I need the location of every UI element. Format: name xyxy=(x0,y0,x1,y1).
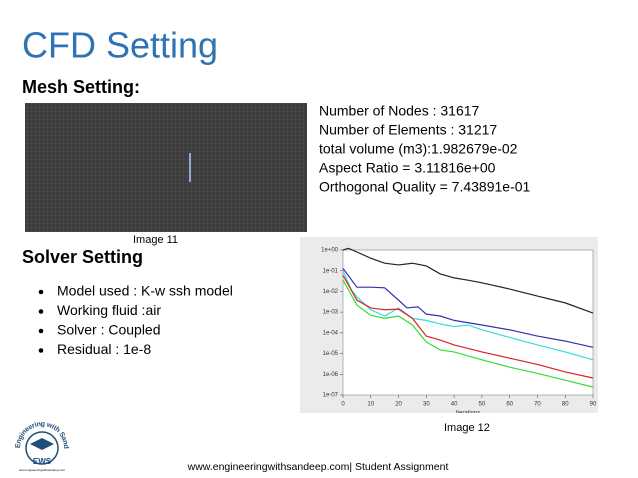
x-tick-label: 80 xyxy=(562,402,569,408)
x-tick-label: 40 xyxy=(451,402,458,408)
solver-bullets: Model used : K-w ssh model Working fluid … xyxy=(38,283,233,357)
bullet-text: Working fluid :air xyxy=(57,302,161,318)
residual-line xyxy=(342,247,594,314)
residual-line xyxy=(342,275,594,379)
x-tick-label: 70 xyxy=(534,402,541,408)
bullet-dot xyxy=(38,348,44,353)
logo: Engineering with Sandeep EWS www.enginee… xyxy=(0,0,69,472)
logo-cap xyxy=(30,438,54,450)
x-tick-label: 20 xyxy=(395,402,402,408)
y-tick-label: 1e-07 xyxy=(323,393,339,399)
mesh-stat: Number of Nodes : 31617 xyxy=(319,103,480,119)
bullet-text: Solver : Coupled xyxy=(57,322,161,338)
logo-ring xyxy=(25,431,59,465)
footer: www.engineeringwithsandeep.com| Student … xyxy=(187,461,449,473)
x-tick-label: 60 xyxy=(506,402,513,408)
bullet-dot xyxy=(38,309,44,314)
y-tick-label: 1e-06 xyxy=(323,372,339,378)
logo-url: www.engineeringwithsandeep.com xyxy=(19,468,66,472)
residual-chart: 1e+00 1e-01 1e-02 1e-03 1e-04 1e-05 1e-06 1e-07… xyxy=(321,247,597,417)
mesh-stat: Aspect Ratio = 3.11816e+00 xyxy=(319,160,496,176)
x-tick-label: 30 xyxy=(423,402,430,408)
mesh-stat: Orthogonal Quality = 7.43891e-01 xyxy=(319,179,531,195)
mesh-stats: Number of Nodes : 31617 Number of Element… xyxy=(319,103,531,195)
bullet-dot xyxy=(38,328,44,334)
x-tick-label: 0 xyxy=(341,402,345,408)
y-tick-label: 1e-03 xyxy=(323,310,339,316)
bullet-text: Residual : 1e-8 xyxy=(57,341,151,357)
y-tick-label: 1e-05 xyxy=(323,351,339,357)
logo-initials: EWS xyxy=(33,457,52,466)
mesh-image xyxy=(25,103,307,232)
x-tick-label: 90 xyxy=(590,402,597,408)
x-tick-label: 50 xyxy=(479,402,486,408)
bullet-text: Model used : K-w ssh model xyxy=(57,283,233,299)
bullet-dot xyxy=(38,289,44,295)
image-caption: Image 11 xyxy=(133,234,178,246)
mesh-stat: total volume (m3):1.982679e-02 xyxy=(319,141,518,157)
slide-title: CFD Setting xyxy=(22,25,218,66)
y-tick-label: 1e-04 xyxy=(323,330,339,336)
residual-line xyxy=(342,279,594,388)
mesh-stat: Number of Elements : 31217 xyxy=(319,122,497,138)
residual-line xyxy=(342,267,594,348)
solver-heading: Solver Setting xyxy=(22,247,143,267)
y-tick-label: 1e-02 xyxy=(323,289,339,295)
y-tick-label: 1e+00 xyxy=(321,248,339,254)
mesh-heading: Mesh Setting: xyxy=(22,77,140,97)
x-tick-label: 10 xyxy=(367,402,374,408)
image-caption: Image 12 xyxy=(444,422,490,434)
x-axis-label: Iterations xyxy=(456,411,481,417)
y-tick-label: 1e-01 xyxy=(323,268,339,274)
